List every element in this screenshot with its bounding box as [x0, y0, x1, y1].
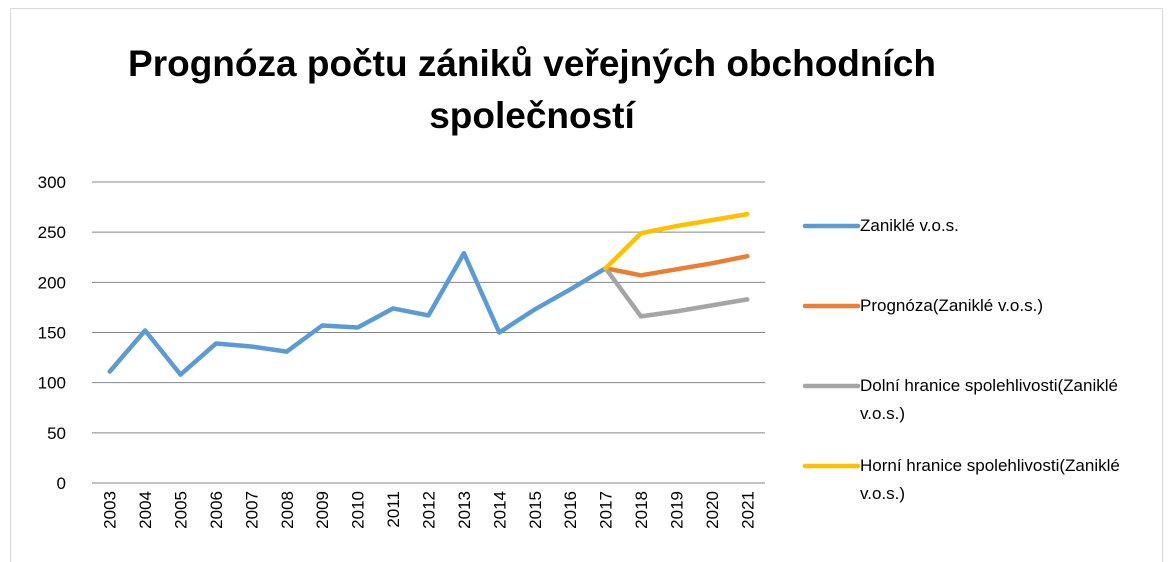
chart-title: Prognóza počtu zániků veřejných obchodní… [128, 43, 936, 136]
x-tick-label: 2020 [703, 491, 722, 529]
x-tick-label: 2011 [384, 491, 403, 528]
x-tick-label: 2015 [526, 491, 545, 529]
x-tick-label: 2009 [313, 491, 332, 529]
legend-label: Horní hranice spolehlivosti(Zaniklé v.o.… [860, 456, 1120, 503]
x-tick-label: 2005 [172, 491, 191, 529]
y-tick-label: 100 [38, 374, 66, 393]
x-tick-label: 2016 [561, 491, 580, 529]
legend-label: Dolní hranice spolehlivosti(Zaniklé v.o.… [860, 376, 1118, 423]
x-tick-label: 2013 [455, 491, 474, 529]
series-line [603, 211, 750, 271]
x-tick-label: 2017 [597, 491, 616, 529]
x-tick-label: 2019 [667, 491, 686, 529]
chart-frame [10, 8, 1163, 562]
x-tick-label: 2006 [207, 491, 226, 529]
x-tick-label: 2003 [101, 491, 120, 529]
series-line [603, 253, 750, 278]
legend-label: Zaniklé v.o.s. [860, 216, 959, 235]
legend-label: Prognóza(Zaniklé v.o.s.) [860, 296, 1043, 315]
x-tick-label: 2021 [738, 491, 757, 529]
x-tick-label: 2018 [632, 491, 651, 529]
x-tick-label: 2007 [242, 491, 261, 529]
y-tick-label: 200 [38, 273, 66, 292]
x-tick-label: 2008 [278, 491, 297, 529]
y-tick-label: 50 [47, 424, 66, 443]
y-tick-label: 150 [38, 324, 66, 343]
y-tick-label: 300 [38, 173, 66, 192]
y-tick-label: 0 [57, 474, 66, 493]
y-tick-label: 250 [38, 223, 66, 242]
x-tick-label: 2004 [136, 491, 155, 529]
series-line [107, 250, 608, 377]
series-line [603, 266, 750, 319]
x-tick-label: 2014 [490, 491, 509, 529]
x-tick-label: 2012 [420, 491, 439, 529]
x-tick-label: 2010 [349, 491, 368, 529]
